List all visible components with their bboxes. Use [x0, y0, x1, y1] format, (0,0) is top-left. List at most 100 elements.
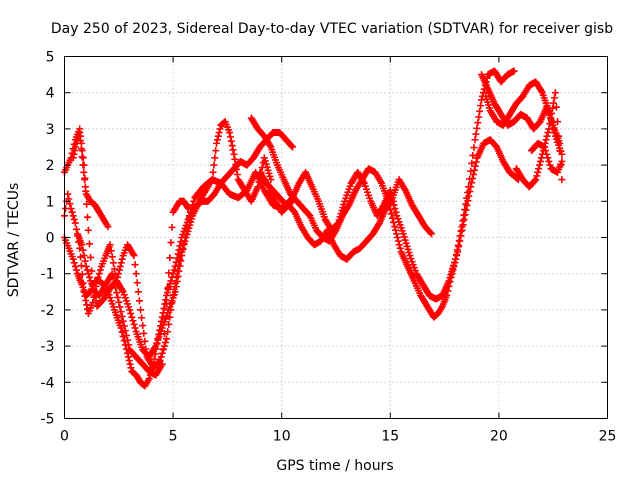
data-point: [170, 266, 178, 274]
data-point: [166, 313, 174, 321]
data-point: [69, 154, 77, 162]
data-point: [387, 210, 395, 218]
data-point: [171, 279, 179, 287]
data-point: [552, 103, 560, 111]
data-point: [254, 183, 262, 191]
data-point: [90, 293, 98, 301]
data-point: [129, 317, 137, 325]
x-tick-label: 5: [169, 429, 178, 445]
data-point: [470, 144, 478, 152]
data-point: [556, 147, 564, 155]
data-point: [470, 166, 478, 174]
data-point: [532, 176, 540, 184]
data-point: [543, 150, 551, 158]
data-point: [108, 270, 116, 278]
data-point: [104, 223, 112, 231]
data-point: [170, 285, 178, 293]
data-point: [114, 293, 122, 301]
data-point: [545, 157, 553, 165]
data-point: [140, 329, 148, 337]
data-point: [550, 94, 558, 102]
data-point: [121, 327, 129, 335]
data-point: [390, 201, 398, 209]
data-point: [137, 306, 145, 314]
y-tick-label: -3: [41, 339, 55, 355]
data-point: [535, 165, 543, 173]
data-point: [70, 215, 78, 223]
data-point: [183, 203, 191, 211]
data-point: [212, 147, 220, 155]
data-point: [555, 132, 563, 140]
data-point: [125, 357, 133, 365]
data-point: [167, 277, 175, 285]
data-point: [81, 292, 89, 300]
y-axis-label: SDTVAR / TECUs: [6, 183, 22, 298]
data-point: [78, 153, 86, 161]
data-point: [474, 119, 482, 127]
data-point: [85, 273, 93, 281]
data-point: [109, 274, 117, 282]
data-point: [472, 130, 480, 138]
data-point: [79, 154, 87, 162]
data-point: [179, 244, 187, 252]
x-axis-label: GPS time / hours: [276, 458, 393, 474]
data-point: [80, 252, 88, 260]
data-point: [156, 357, 164, 365]
data-points: [61, 67, 566, 390]
data-point: [233, 171, 241, 179]
data-point: [110, 265, 118, 273]
data-point: [117, 308, 125, 316]
data-point: [122, 331, 130, 339]
data-point: [558, 150, 566, 158]
data-point: [81, 183, 89, 191]
data-point: [546, 120, 554, 128]
data-point: [558, 157, 566, 165]
data-point: [233, 165, 241, 173]
data-point: [392, 226, 400, 234]
data-point: [84, 226, 92, 234]
data-point: [85, 289, 93, 297]
data-point: [128, 313, 136, 321]
tick-labels: 0 5 10 15 20 25 -5 -4 -3 -2 -1 0 1 2 3 4 5: [41, 50, 617, 445]
data-point: [428, 230, 436, 238]
data-point: [72, 225, 80, 233]
data-point: [142, 345, 150, 353]
data-point: [255, 178, 263, 186]
data-point: [176, 255, 184, 263]
data-point: [544, 154, 552, 162]
data-point: [139, 322, 147, 330]
x-tick-label: 20: [490, 429, 508, 445]
data-point: [175, 261, 183, 269]
chart-title: Day 250 of 2023, Sidereal Day-to-day VTE…: [51, 21, 613, 37]
data-point: [163, 299, 171, 307]
data-point: [544, 129, 552, 137]
data-point: [165, 320, 173, 328]
data-point: [452, 251, 460, 259]
data-point: [548, 109, 556, 117]
data-point: [534, 168, 542, 176]
data-point: [106, 241, 114, 249]
data-point: [227, 137, 235, 145]
data-point: [161, 315, 169, 323]
y-tick-label: 1: [46, 194, 55, 210]
data-point: [84, 213, 92, 221]
data-point: [138, 314, 146, 322]
data-point: [109, 259, 117, 267]
x-tick-label: 0: [60, 429, 69, 445]
data-point: [164, 284, 172, 292]
data-point: [536, 161, 544, 169]
data-point: [394, 237, 402, 245]
data-point: [131, 261, 139, 269]
data-point: [391, 205, 399, 213]
data-point: [464, 189, 472, 197]
data-point: [460, 211, 468, 219]
data-point: [531, 177, 539, 185]
data-point: [115, 266, 123, 274]
data-point: [551, 89, 559, 97]
data-point: [81, 176, 89, 184]
data-point: [96, 266, 104, 274]
data-point: [471, 162, 479, 170]
data-point: [71, 219, 79, 227]
data-point: [161, 338, 169, 346]
data-point: [166, 254, 174, 262]
